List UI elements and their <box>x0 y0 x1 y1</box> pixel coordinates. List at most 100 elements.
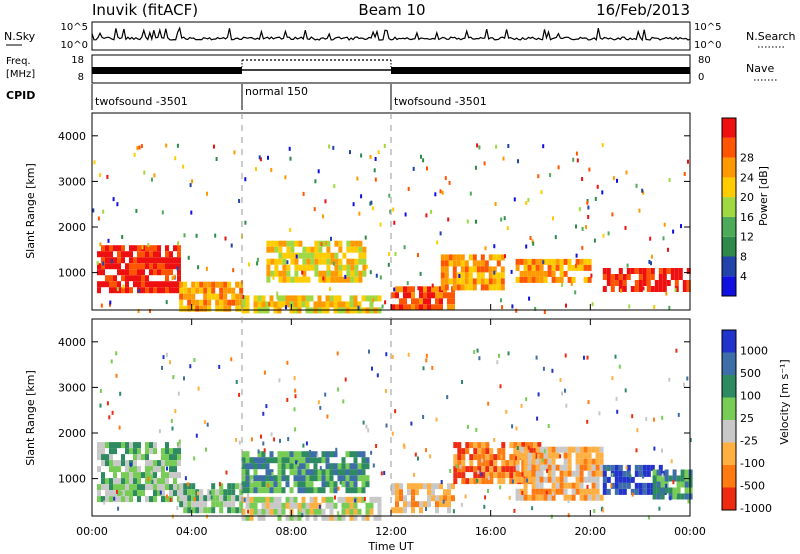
heatmap-cell <box>567 499 570 504</box>
heatmap-cell <box>654 286 659 292</box>
heatmap-cell <box>305 301 310 308</box>
heatmap-cell <box>686 286 691 292</box>
heatmap-cell <box>344 274 347 279</box>
heatmap-cell <box>294 270 299 277</box>
heatmap-cell <box>689 438 692 442</box>
heatmap-cell <box>109 484 113 491</box>
heatmap-cell <box>477 460 482 467</box>
heatmap-cell <box>407 292 411 299</box>
heatmap-cell <box>519 446 524 453</box>
heatmap-cell <box>282 252 287 259</box>
heatmap-cell <box>624 388 627 393</box>
heatmap-cell <box>481 460 486 467</box>
heatmap-cell <box>680 224 682 229</box>
heatmap-cell <box>464 284 469 291</box>
heatmap-cell <box>496 284 501 291</box>
heatmap-cell <box>410 421 413 426</box>
heatmap-cell <box>403 445 406 449</box>
heatmap-cell <box>464 272 469 279</box>
heatmap-cell <box>513 442 518 449</box>
heatmap-cell <box>276 295 279 300</box>
heatmap-cell <box>121 269 125 276</box>
heatmap-cell <box>257 475 262 482</box>
heatmap-cell <box>457 448 462 455</box>
heatmap-cell <box>309 457 314 464</box>
heatmap-cell <box>543 464 548 471</box>
heatmap-cell <box>535 264 540 271</box>
heatmap-cell <box>137 442 141 449</box>
heatmap-cell <box>269 301 274 308</box>
heatmap-cell <box>557 165 560 170</box>
heatmap-cell <box>294 388 297 393</box>
heatmap-cell <box>205 447 207 452</box>
heatmap-cell <box>369 201 372 206</box>
heatmap-cell <box>297 463 302 470</box>
heatmap-cell <box>476 278 481 285</box>
power-cells <box>92 143 691 314</box>
heatmap-cell <box>368 349 370 354</box>
heatmap-cell <box>203 287 208 294</box>
heatmap-cell <box>357 496 362 503</box>
heatmap-cell <box>431 304 435 311</box>
heatmap-cell <box>457 466 462 473</box>
heatmap-cell <box>497 448 502 455</box>
heatmap-cell <box>322 214 325 219</box>
heatmap-cell <box>333 469 338 476</box>
heatmap-cell <box>129 472 133 479</box>
heatmap-cell <box>301 475 306 482</box>
heatmap-cell <box>278 240 283 247</box>
heatmap-cell <box>464 494 467 499</box>
velocity-colorbar-tick: -25 <box>740 434 758 447</box>
heatmap-cell <box>362 246 367 253</box>
heatmap-cell <box>587 458 592 465</box>
heatmap-cell <box>294 276 299 283</box>
power-colorbar-tick: 12 <box>740 231 754 244</box>
heatmap-cell <box>231 483 236 490</box>
cpid-segment-2: normal 150 <box>245 85 308 98</box>
heatmap-cell <box>680 493 685 500</box>
heatmap-cell <box>361 469 366 476</box>
heatmap-cell <box>453 478 458 485</box>
heatmap-cell <box>257 496 262 503</box>
heatmap-cell <box>404 212 407 217</box>
heatmap-cell <box>225 470 228 475</box>
heatmap-cell <box>473 472 478 479</box>
heatmap-cell <box>446 395 449 400</box>
heatmap-cell <box>285 457 290 464</box>
heatmap-cell <box>519 258 524 265</box>
heatmap-cell <box>345 481 350 488</box>
heatmap-cell <box>614 274 619 280</box>
heatmap-cell <box>606 488 611 495</box>
heatmap-cell <box>309 475 314 482</box>
heatmap-cell <box>239 507 244 514</box>
heatmap-cell <box>563 470 568 477</box>
heatmap-cell <box>269 481 274 488</box>
heatmap-cell <box>153 448 157 455</box>
heatmap-cell <box>661 448 663 453</box>
heatmap-cell <box>419 292 423 299</box>
heatmap-cell <box>211 293 216 300</box>
heatmap-cell <box>125 472 129 479</box>
heatmap-cell <box>190 210 193 215</box>
heatmap-cell <box>306 258 311 265</box>
heatmap-cell <box>191 281 196 288</box>
heatmap-cell <box>277 475 282 482</box>
heatmap-cell <box>326 240 331 247</box>
heatmap-cell <box>270 270 275 277</box>
heatmap-cell <box>591 464 596 471</box>
heatmap-cell <box>113 257 117 264</box>
range-tick-label: 2000 <box>58 221 86 234</box>
heatmap-cell <box>474 165 477 170</box>
heatmap-cell <box>219 305 224 312</box>
heatmap-cell <box>534 306 537 311</box>
heatmap-cell <box>489 454 494 461</box>
heatmap-cell <box>352 202 355 207</box>
heatmap-cell <box>567 513 570 518</box>
heatmap-cell <box>506 226 509 231</box>
heatmap-cell <box>129 466 133 473</box>
heatmap-cell <box>261 481 266 488</box>
heatmap-cell <box>191 305 196 312</box>
heatmap-cell <box>440 272 445 279</box>
heatmap-cell <box>334 252 339 259</box>
